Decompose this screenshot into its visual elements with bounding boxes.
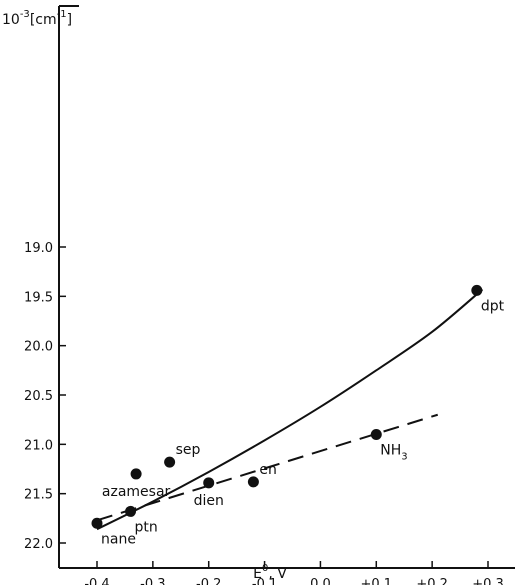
fit-curve-solid: [96, 288, 484, 531]
data-point-label: dpt: [481, 298, 505, 314]
data-point: [370, 428, 382, 440]
data-point: [471, 284, 483, 296]
x-tick-label: +0.2: [416, 577, 448, 585]
axis-labels: 10-3[cm-1] E0, V: [2, 9, 287, 582]
y-tick-label: 21.0: [24, 438, 53, 453]
data-point-label: azamesar: [102, 484, 171, 500]
data-point: [203, 477, 215, 489]
x-tick-label: 0.0: [310, 577, 331, 585]
y-axis-title: 10-3[cm-1]: [2, 9, 72, 28]
x-tick-label: -0.3: [140, 577, 165, 585]
data-point: [164, 456, 176, 468]
y-tick-label: 21.5: [24, 488, 53, 503]
y-tick-label: 19.0: [24, 241, 53, 256]
data-point: [125, 505, 137, 517]
y-tick-label: 22.0: [24, 537, 53, 552]
x-tick-label: -0.1: [252, 577, 277, 585]
data-point-label: dien: [194, 493, 224, 509]
data-point-label: en: [259, 462, 277, 478]
data-point-label: ptn: [135, 519, 158, 535]
x-tick-label: -0.2: [196, 577, 221, 585]
data-point-label: sep: [176, 442, 201, 458]
data-point-label: nane: [101, 531, 136, 547]
x-tick-label: +0.1: [360, 577, 392, 585]
x-axis: -0.4 -0.3 -0.2 -0.1 0.0 +0.1 +0.2 +0.3: [84, 561, 504, 585]
plot-frame: [58, 5, 515, 569]
data-point-label: NH3: [380, 442, 407, 462]
x-tick-label: +0.3: [472, 577, 504, 585]
data-point: [130, 468, 142, 480]
series-lines: [96, 288, 484, 531]
data-point: [91, 517, 103, 529]
y-tick-label: 20.0: [24, 340, 53, 355]
data-point: [247, 476, 259, 488]
y-axis: 19.0 19.5 20.0 20.5 21.0 21.5 22.0: [24, 241, 66, 552]
x-tick-label: -0.4: [84, 577, 109, 585]
x-axis-title: E0, V: [253, 563, 287, 582]
y-tick-label: 20.5: [24, 389, 53, 404]
y-tick-label: 19.5: [24, 290, 53, 305]
fit-line-dashed: [96, 413, 439, 522]
